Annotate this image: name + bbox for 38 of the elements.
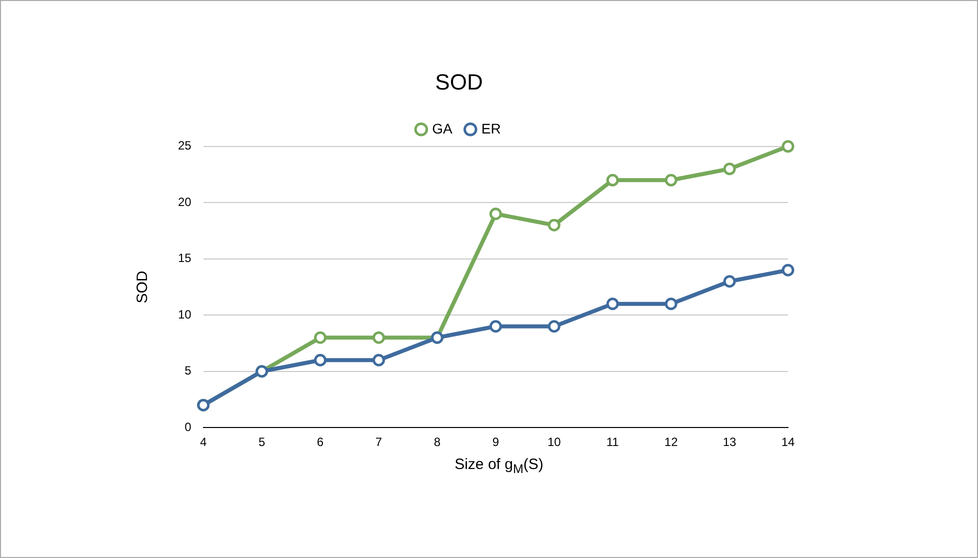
y-tick-label: 25 — [178, 138, 192, 153]
point — [548, 320, 560, 333]
y-axis-title: SOD — [134, 270, 152, 304]
x-tick-label: 4 — [200, 435, 208, 450]
x-tick-label: 12 — [664, 435, 678, 450]
x-tick-label: 6 — [316, 435, 324, 450]
x-tick-label: 10 — [547, 435, 562, 450]
y-tick-label: 20 — [178, 194, 192, 209]
point — [606, 298, 619, 310]
legend-label: GA — [432, 120, 454, 136]
x-tick-label: 9 — [492, 435, 500, 450]
point — [372, 331, 385, 344]
point — [606, 174, 619, 186]
y-tick-label: 0 — [184, 420, 192, 434]
x-tick-label: 5 — [258, 435, 266, 450]
legend-label: ER — [481, 120, 501, 136]
point — [782, 264, 794, 276]
x-tick-label: 14 — [781, 435, 795, 450]
point — [314, 331, 327, 344]
point — [372, 354, 385, 366]
point — [782, 140, 794, 153]
point — [314, 354, 327, 366]
point — [489, 320, 502, 333]
point — [664, 174, 678, 186]
y-tick-label: 10 — [178, 307, 192, 322]
x-tick-label: 11 — [606, 435, 620, 450]
chart-title: SOD — [435, 69, 483, 94]
point — [723, 162, 736, 176]
x-tick-label: 13 — [722, 435, 737, 450]
point — [548, 218, 560, 232]
x-axis-title: Size of g$_{M}$(S) — [454, 456, 544, 476]
y-tick-label: 5 — [184, 364, 192, 378]
point — [664, 298, 678, 310]
point — [489, 208, 502, 220]
y-tick-label: 15 — [178, 251, 192, 266]
x-tick-label: 8 — [434, 435, 441, 450]
x-tick-label: 7 — [375, 435, 382, 450]
point — [723, 275, 736, 288]
